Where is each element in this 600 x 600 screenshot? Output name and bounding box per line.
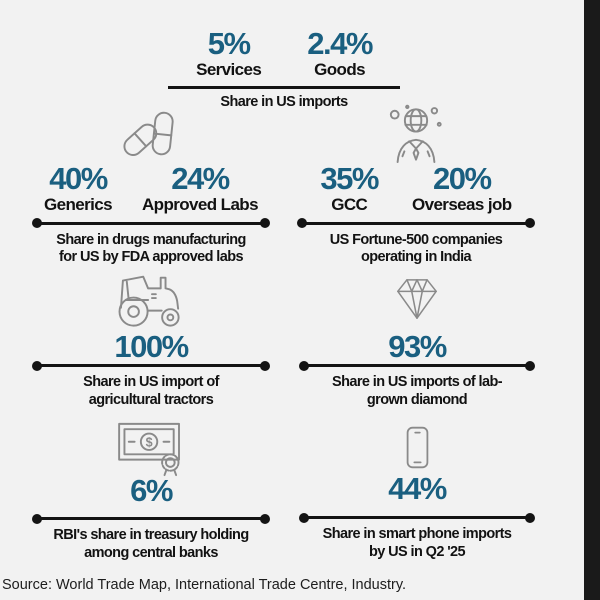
stat-generics: 40% Generics bbox=[44, 161, 113, 215]
caption-line: grown diamond bbox=[366, 391, 468, 408]
stat-services-label: Services bbox=[196, 60, 262, 80]
us-imports-stats-row: 5% Services 2.4% Goods bbox=[168, 27, 400, 80]
stat-generics-value: 40% bbox=[49, 161, 108, 196]
divider-line bbox=[32, 360, 270, 371]
smartphone-icon bbox=[302, 422, 532, 472]
stat-services: 5% Services bbox=[196, 26, 262, 80]
stat-diamonds-value: 93% bbox=[388, 329, 447, 364]
diamond-icon bbox=[302, 268, 532, 330]
divider-line bbox=[299, 360, 535, 371]
caption-line: Share in drugs manufacturing bbox=[56, 231, 246, 248]
diamonds-caption: Share in US imports of lab- grown diamon… bbox=[302, 374, 532, 409]
stat-services-value: 5% bbox=[207, 26, 251, 61]
caption-line: by US in Q2 '25 bbox=[369, 543, 466, 560]
caption-line: among central banks bbox=[84, 544, 218, 561]
section-diamonds: 93% Share in US imports of lab- grown di… bbox=[299, 268, 535, 409]
stat-goods-label: Goods bbox=[314, 60, 365, 80]
stat-goods: 2.4% Goods bbox=[307, 26, 373, 80]
caption-line: Share in smart phone imports bbox=[322, 526, 512, 543]
section-treasury: $ 6% RBI's share in treasury holding amo… bbox=[32, 422, 270, 562]
us-imports-caption: Share in US imports bbox=[220, 93, 348, 110]
section-tractors: 100% Share in US import of agricultural … bbox=[32, 268, 270, 409]
stat-approved-labs-label: Approved Labs bbox=[142, 195, 259, 215]
section-us-imports: 5% Services 2.4% Goods Share in US impor… bbox=[168, 27, 400, 111]
fortune-stats-row: 35% GCC 20% Overseas job bbox=[300, 162, 532, 215]
caption-line: RBI's share in treasury holding bbox=[53, 527, 249, 544]
drugs-stats-row: 40% Generics 24% Approved Labs bbox=[35, 162, 267, 215]
caption-line: agricultural tractors bbox=[88, 391, 214, 408]
stat-tractors-value: 100% bbox=[114, 329, 189, 364]
smartphones-caption: Share in smart phone imports by US in Q2… bbox=[302, 526, 532, 561]
banknote-seal-icon: $ bbox=[35, 422, 267, 477]
fortune-caption: US Fortune-500 companies operating in In… bbox=[300, 232, 532, 267]
caption-line: Share in US imports of lab- bbox=[332, 374, 503, 391]
stat-generics-label: Generics bbox=[44, 195, 113, 215]
stat-gcc: 35% GCC bbox=[320, 161, 379, 215]
drugs-caption: Share in drugs manufacturing for US by F… bbox=[35, 232, 267, 267]
pills-icon bbox=[35, 106, 267, 162]
section-fortune-500: 35% GCC 20% Overseas job US Fortune-500 … bbox=[297, 104, 535, 267]
stat-smartphones-value: 44% bbox=[388, 471, 447, 506]
stat-gcc-value: 35% bbox=[320, 161, 379, 196]
stat-treasury-value: 6% bbox=[130, 473, 173, 508]
section-smartphones: 44% Share in smart phone imports by US i… bbox=[299, 422, 535, 561]
stat-approved-labs-value: 24% bbox=[171, 161, 230, 196]
caption-line: for US by FDA approved labs bbox=[59, 249, 243, 266]
svg-text:$: $ bbox=[146, 436, 153, 450]
stat-overseas-job: 20% Overseas job bbox=[412, 162, 512, 215]
stat-approved-labs: 24% Approved Labs bbox=[142, 161, 259, 215]
right-black-bar bbox=[584, 0, 600, 600]
global-worker-icon bbox=[300, 104, 532, 164]
stat-goods-value: 2.4% bbox=[307, 26, 373, 61]
tractor-icon bbox=[35, 268, 267, 330]
section-drugs: 40% Generics 24% Approved Labs Share in … bbox=[32, 106, 270, 267]
divider-line bbox=[32, 218, 270, 229]
caption-line: operating in India bbox=[360, 249, 472, 266]
divider-line bbox=[168, 85, 400, 89]
divider-line bbox=[299, 512, 535, 523]
caption-line: Share in US import of bbox=[83, 374, 219, 391]
stat-overseas-job-value: 20% bbox=[432, 161, 492, 196]
tractors-caption: Share in US import of agricultural tract… bbox=[35, 374, 267, 409]
stat-gcc-label: GCC bbox=[331, 195, 368, 215]
stat-overseas-job-label: Overseas job bbox=[411, 195, 512, 215]
source-text: Source: World Trade Map, International T… bbox=[2, 577, 407, 593]
divider-line bbox=[297, 218, 535, 229]
divider-line bbox=[32, 513, 270, 524]
caption-line: US Fortune-500 companies bbox=[329, 231, 503, 248]
treasury-caption: RBI's share in treasury holding among ce… bbox=[35, 527, 267, 562]
